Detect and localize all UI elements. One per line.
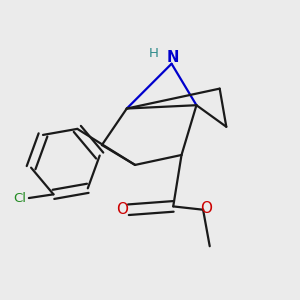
Text: O: O [116,202,128,217]
Text: N: N [167,50,179,65]
Text: Cl: Cl [13,191,26,205]
Text: H: H [148,47,158,60]
Text: O: O [200,201,212,216]
